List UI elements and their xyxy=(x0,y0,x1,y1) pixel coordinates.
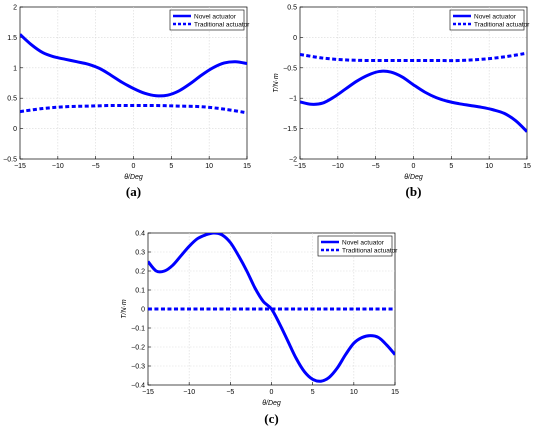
y-tick-label: −1.5 xyxy=(283,126,297,133)
series-group xyxy=(20,33,247,115)
y-tick-label: 0.5 xyxy=(287,5,297,12)
y-tick-label: 0.2 xyxy=(135,269,145,276)
legend-label: Traditional actuator xyxy=(342,247,398,254)
y-tick-label: 0.5 xyxy=(7,96,17,103)
y-tick-label: −0.1 xyxy=(131,326,145,333)
y-tick-label: 1.5 xyxy=(7,35,17,42)
series-line-traditional-actuator xyxy=(20,103,247,115)
y-tick-label: 0 xyxy=(293,35,297,42)
y-tick-label: −0.5 xyxy=(283,65,297,72)
series-group xyxy=(148,233,395,383)
x-tick-label: 15 xyxy=(523,163,531,170)
legend-label: Novel actuator xyxy=(194,13,237,20)
x-tick-label: −10 xyxy=(52,163,64,170)
x-tick-label: 10 xyxy=(485,163,493,170)
x-tick-label: −15 xyxy=(294,163,306,170)
x-tick-label: 5 xyxy=(311,389,315,396)
chart-panel-c: −15 −10 −5 0 5 10 15 −0.4 −0.3 −0.2 −0.1 0 0.1 0.2 0.3… xyxy=(121,231,399,427)
y-tick-label: −1 xyxy=(289,96,297,103)
y-axis-label: T/N·m xyxy=(121,299,128,319)
panel-label: (c) xyxy=(264,411,278,426)
y-tick-label: 0 xyxy=(141,307,145,314)
legend-label: Traditional actuator xyxy=(474,21,530,28)
y-tick-label: 2 xyxy=(13,5,17,12)
x-axis-label: θ/Deg xyxy=(124,174,143,181)
y-tick-label: 1 xyxy=(13,65,17,72)
x-tick-label: 10 xyxy=(350,389,358,396)
x-tick-label: 5 xyxy=(169,163,173,170)
x-tick-label: −10 xyxy=(332,163,344,170)
y-tick-label: −0.4 xyxy=(131,383,145,390)
x-tick-label: 10 xyxy=(205,163,213,170)
y-tick-label: 0 xyxy=(13,126,17,133)
y-tick-label: −0.3 xyxy=(131,364,145,371)
x-axis-label: θ/Deg xyxy=(404,174,423,181)
x-axis-label: θ/Deg xyxy=(262,400,281,407)
x-tick-label: −5 xyxy=(92,163,100,170)
y-tick-label: 0.3 xyxy=(135,250,145,257)
x-tick-label: 15 xyxy=(391,389,399,396)
x-tick-label: 0 xyxy=(270,389,274,396)
x-tick-label: 0 xyxy=(412,163,416,170)
x-tick-label: −5 xyxy=(226,389,234,396)
legend-label: Novel actuator xyxy=(342,239,385,246)
y-tick-label: 0.1 xyxy=(135,288,145,295)
x-tick-label: −10 xyxy=(183,389,195,396)
series-line-novel-actuator xyxy=(20,33,247,98)
y-tick-label: −0.2 xyxy=(131,345,145,352)
y-tick-label: −0.5 xyxy=(3,157,17,164)
legend-label: Traditional actuator xyxy=(194,21,250,28)
x-tick-label: 15 xyxy=(243,163,251,170)
chart-panel-b: −15 −10 −5 0 5 10 15 −2 −1.5 −1 −0.5 0 0.5 θ/Deg T/N·m… xyxy=(273,5,531,200)
series-line-novel-actuator xyxy=(300,69,527,133)
chart-panel-a: −15−10−5051015−0.500.511.52θ/DegT/N·mNov… xyxy=(3,5,251,200)
legend-label: Novel actuator xyxy=(474,13,517,20)
y-tick-label: −2 xyxy=(289,157,297,164)
x-tick-label: −15 xyxy=(142,389,154,396)
x-tick-label: 5 xyxy=(449,163,453,170)
x-tick-label: −5 xyxy=(372,163,380,170)
series-line-traditional-actuator xyxy=(300,51,527,63)
series-group xyxy=(300,51,527,133)
y-axis-label: T/N·m xyxy=(273,73,280,93)
x-tick-label: −15 xyxy=(14,163,26,170)
panel-label: (b) xyxy=(406,184,422,199)
y-tick-label: 0.4 xyxy=(135,231,145,238)
panel-label: (a) xyxy=(126,184,141,199)
x-tick-label: 0 xyxy=(132,163,136,170)
